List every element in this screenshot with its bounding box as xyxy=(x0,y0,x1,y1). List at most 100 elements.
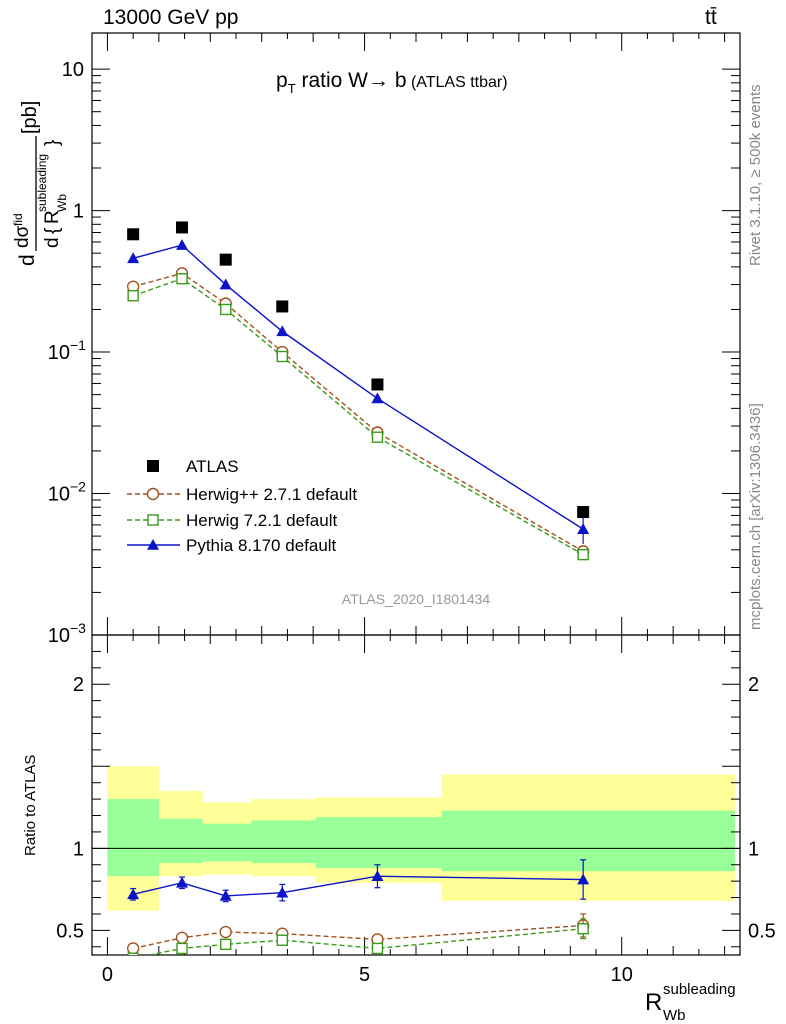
data-point xyxy=(276,934,288,946)
ratio-y-tick-label: 1 xyxy=(73,838,84,860)
y-tick-label: 10 xyxy=(48,342,70,364)
legend-entry: Pythia 8.170 default xyxy=(127,536,337,555)
ratio-y-tick-label-right: 1 xyxy=(748,838,759,860)
series-herwig-7-2-1-default xyxy=(127,273,589,561)
ratio-axis-label: Ratio to ATLAS xyxy=(22,754,39,856)
ratio-y-axis: 0.5 0.5 1 1 2 2 xyxy=(56,650,776,948)
data-point xyxy=(577,523,590,534)
data-point xyxy=(127,888,140,900)
x-tick-label: 5 xyxy=(359,964,370,986)
ratio-y-tick-label: 2 xyxy=(73,674,84,696)
x-tick-label: 0 xyxy=(102,964,113,986)
x-tick-label: 10 xyxy=(611,964,633,986)
y-label-brace-open: { xyxy=(42,227,63,234)
legend-label: Pythia 8.170 default xyxy=(186,536,337,555)
mcplots-reference-label: mcplots.cern.ch [arXiv:1306.3436] xyxy=(747,403,764,630)
x-axis-label: R xyxy=(645,989,662,1016)
legend: ATLAS Herwig++ 2.7.1 default Herwig 7.2.1 … xyxy=(127,457,357,555)
y-tick-label: 10 xyxy=(48,484,70,506)
y-label-brace-close: } xyxy=(42,140,63,146)
data-point xyxy=(176,273,188,285)
y-label-fid: fid xyxy=(11,213,25,226)
series-atlas xyxy=(127,221,590,519)
y-tick-label: 1 xyxy=(73,201,84,223)
data-point xyxy=(371,392,384,404)
x-axis: 0 5 10 xyxy=(102,33,726,986)
y-label-unit: [pb] xyxy=(19,101,41,134)
ratio-plot: 0.5 0.5 1 1 2 2 0 5 10 R Wb subleading xyxy=(56,33,776,1024)
data-point xyxy=(126,942,140,955)
y-label-d2: d xyxy=(42,237,63,248)
legend-label: ATLAS xyxy=(186,457,239,476)
data-point xyxy=(371,378,384,391)
data-point xyxy=(220,303,232,316)
series-line xyxy=(132,244,584,530)
process-label: tt̄ xyxy=(705,6,717,29)
legend-label: Herwig++ 2.7.1 default xyxy=(186,485,357,504)
stat-uncertainty-band xyxy=(158,818,203,864)
ratio-y-tick-label: 0.5 xyxy=(56,920,84,942)
stat-uncertainty-band xyxy=(202,823,252,862)
y-label-dsigma: dσ xyxy=(12,225,33,248)
rivet-version-label: Rivet 3.1.10, ≥ 500k events xyxy=(747,84,764,266)
data-point xyxy=(127,290,139,302)
data-point xyxy=(371,431,384,443)
data-point xyxy=(219,278,232,290)
legend-entry: ATLAS xyxy=(147,457,239,476)
data-point xyxy=(219,925,232,939)
data-point xyxy=(176,942,188,955)
data-point xyxy=(276,350,288,363)
stat-uncertainty-band xyxy=(251,820,316,864)
data-point xyxy=(147,539,159,550)
y-tick-label: 10 xyxy=(48,625,70,647)
ratio-series-line xyxy=(132,924,584,950)
data-point xyxy=(147,514,159,526)
data-point xyxy=(577,873,590,885)
ratio-y-tick-label-right: 0.5 xyxy=(748,920,776,942)
ratio-series-line xyxy=(145,928,584,955)
y-label-R: R xyxy=(42,210,63,224)
collision-energy-label: 13000 GeV pp xyxy=(103,6,239,29)
series-line xyxy=(132,277,584,556)
series-line xyxy=(132,272,584,552)
data-point xyxy=(176,221,188,234)
data-point xyxy=(219,253,232,266)
chart-title: pT ratio W→ b (ATLAS ttbar) xyxy=(276,69,508,96)
data-point xyxy=(577,923,589,935)
ratio-series-pythia-8-170-default xyxy=(127,859,590,903)
data-point xyxy=(127,228,140,241)
data-point xyxy=(146,487,160,501)
data-point xyxy=(220,938,232,951)
data-point xyxy=(176,876,188,888)
y-label-wb: Wb xyxy=(55,194,69,212)
legend-label: Herwig 7.2.1 default xyxy=(186,511,337,530)
ratio-series-herwig-2-7-1-default xyxy=(126,913,590,955)
data-point xyxy=(577,548,589,561)
y-tick-exponent: −1 xyxy=(70,337,86,353)
data-point xyxy=(175,931,189,944)
ratio-series-line xyxy=(132,875,584,897)
stat-uncertainty-band xyxy=(315,817,442,869)
data-point xyxy=(219,889,232,901)
series-pythia-8-170-default xyxy=(127,239,590,544)
data-point xyxy=(127,252,140,264)
data-point xyxy=(577,506,590,519)
ratio-uncertainty-bands xyxy=(107,766,735,911)
y-label-d: d xyxy=(16,254,39,266)
ratio-series-herwig-7-2-1-default xyxy=(127,918,589,955)
data-point xyxy=(371,942,384,955)
y-tick-exponent: −2 xyxy=(70,479,86,495)
x-axis-label-superscript: subleading xyxy=(663,981,736,998)
ratio-y-tick-label-right: 2 xyxy=(748,674,759,696)
analysis-id-label: ATLAS_2020_I1801434 xyxy=(342,591,491,607)
legend-entry: Herwig++ 2.7.1 default xyxy=(127,485,357,504)
data-point xyxy=(276,886,289,898)
data-point xyxy=(371,870,384,882)
y-tick-exponent: −3 xyxy=(70,620,86,636)
y-label-subleading: subleading xyxy=(35,154,49,212)
data-point xyxy=(276,325,289,337)
